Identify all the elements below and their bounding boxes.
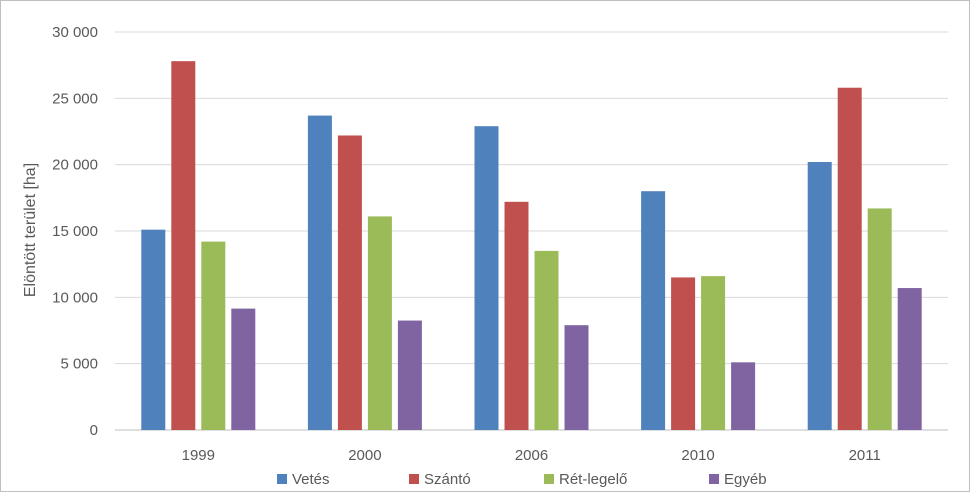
x-axis-ticks: 1999 2000 2006 2010 2011 (182, 447, 881, 464)
y-tick-label: 10 000 (52, 289, 98, 306)
bar-vet-s-2000 (307, 115, 332, 430)
bar-sz-nt--2000 (337, 135, 362, 431)
bar-egy-b-2011 (897, 288, 922, 430)
legend-swatch (709, 474, 719, 484)
bar-vet-s-2011 (807, 162, 832, 430)
legend-swatch (544, 474, 554, 484)
bar-r-t-legel--2006 (534, 250, 559, 430)
legend-swatch (277, 474, 287, 484)
x-tick-label: 2011 (849, 447, 881, 464)
x-tick-label: 1999 (182, 447, 215, 464)
bar-r-t-legel--2011 (867, 208, 892, 430)
bar-sz-nt--2011 (837, 87, 862, 430)
y-tick-label: 15 000 (52, 223, 98, 240)
bar-sz-nt--2010 (671, 277, 696, 430)
bar-egy-b-1999 (231, 308, 256, 430)
bars (141, 61, 922, 431)
bar-vet-s-2010 (641, 191, 666, 430)
bar-egy-b-2010 (731, 362, 756, 430)
bar-egy-b-2006 (564, 325, 589, 430)
legend-label: Rét-legelő (559, 471, 627, 488)
x-tick-label: 2000 (348, 447, 381, 464)
legend-label: Vetés (292, 471, 330, 488)
bar-vet-s-2006 (474, 126, 499, 431)
legend: Vetés Szántó Rét-legelő Egyéb (277, 471, 767, 488)
bar-r-t-legel--1999 (201, 241, 226, 430)
y-tick-label: 20 000 (52, 157, 98, 174)
legend-swatch (409, 474, 419, 484)
bar-r-t-legel--2010 (701, 276, 726, 430)
bar-sz-nt--1999 (171, 61, 196, 430)
legend-label: Egyéb (724, 471, 767, 488)
x-tick-label: 2006 (515, 447, 548, 464)
x-tick-label: 2010 (681, 447, 714, 464)
bar-vet-s-1999 (141, 229, 166, 430)
y-axis-ticks: 0 5 000 10 000 15 000 20 000 25 000 30 000 (52, 24, 98, 439)
legend-label: Szántó (424, 471, 471, 488)
bar-r-t-legel--2000 (367, 216, 392, 430)
y-tick-label: 5 000 (60, 356, 98, 373)
bar-sz-nt--2006 (504, 201, 529, 430)
y-axis-label: Elöntött terület [ha] (22, 163, 39, 297)
y-tick-label: 25 000 (52, 90, 98, 107)
y-tick-label: 30 000 (52, 24, 98, 41)
y-tick-label: 0 (90, 422, 98, 439)
bar-egy-b-2000 (397, 320, 422, 430)
